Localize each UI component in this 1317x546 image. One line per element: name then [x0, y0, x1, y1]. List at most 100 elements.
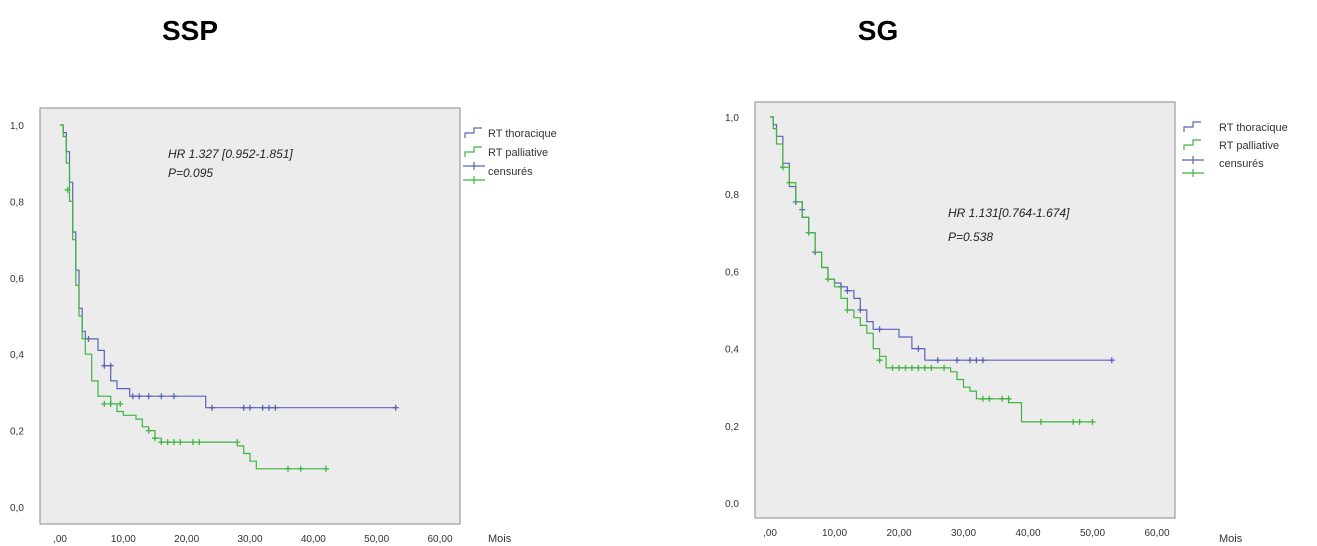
ssp-censored-mark	[145, 393, 152, 400]
sg-censored-mark	[973, 357, 980, 364]
ssp-title: SSP	[162, 15, 218, 46]
sg-censored-mark	[915, 345, 922, 352]
sg-x-tick-label: 10,00	[822, 528, 847, 539]
sg-censored-mark	[876, 357, 883, 364]
ssp-censored-mark	[240, 404, 247, 411]
ssp-x-ticks: ,00 10,00 20,00 30,00 40,00 50,00 60,00	[53, 534, 453, 545]
sg-censored-mark	[967, 357, 973, 364]
ssp-y-tick-label: 0,8	[10, 197, 24, 208]
sg-censored-mark	[786, 179, 793, 186]
sg-censored-mark	[999, 395, 1006, 402]
ssp-x-tick-label: 50,00	[364, 534, 389, 545]
sg-censored-mark	[921, 364, 928, 371]
ssp-legend-label-rt-thoracique: RT thoracique	[488, 128, 557, 140]
sg-x-tick-label: 30,00	[951, 528, 976, 539]
ssp-y-tick-label: 1,0	[10, 121, 24, 132]
ssp-censored-mark	[117, 400, 124, 407]
ssp-y-tick-label: 0,0	[10, 503, 24, 514]
ssp-censored-mark	[129, 393, 136, 400]
ssp-legend-key-rt-palliative	[464, 146, 482, 157]
ssp-censored-mark	[272, 404, 279, 411]
ssp-censored-mark	[177, 439, 184, 446]
sg-censored-mark	[979, 357, 986, 364]
ssp-censored-mark	[164, 439, 171, 446]
sg-curve-rt-palliative	[770, 116, 1093, 423]
sg-x-tick-label: 40,00	[1015, 528, 1040, 539]
sg-censored-mark	[986, 395, 993, 402]
ssp-censored-mark	[259, 404, 266, 411]
sg-legend-label-censored: censurés	[1219, 158, 1264, 170]
sg-legend: RT thoracique RT palliative censurés	[1182, 121, 1288, 177]
ssp-p-value: P=0.095	[168, 166, 213, 180]
ssp-censored-mark	[266, 404, 272, 411]
sg-legend-key-censored-thoracique	[1182, 156, 1204, 164]
sg-plot-area	[754, 101, 1176, 519]
ssp-x-tick-label: 20,00	[174, 534, 199, 545]
ssp-panel: SSP 0,0 0,2 0,4 0,6 0,8 1,0 ,00 10,00 20…	[10, 15, 557, 545]
ssp-censored-mark	[297, 465, 304, 472]
sg-censored-mark	[908, 364, 915, 371]
ssp-censored-mark	[247, 404, 253, 411]
sg-censored-mark	[941, 364, 948, 371]
ssp-legend: RT thoracique RT palliative censurés	[463, 127, 557, 184]
ssp-censored-mark	[392, 404, 399, 411]
ssp-censored-mark	[107, 362, 114, 369]
ssp-y-tick-label: 0,4	[10, 350, 24, 361]
sg-censored-mark	[1070, 418, 1077, 425]
ssp-censored-mark	[209, 404, 215, 411]
sg-curves	[770, 116, 1115, 425]
sg-censored-mark	[954, 357, 960, 364]
sg-censored-mark	[889, 364, 896, 371]
sg-censored-mark	[779, 164, 786, 171]
ssp-censored-mark	[234, 439, 241, 446]
sg-censored-mark	[1089, 418, 1096, 425]
ssp-x-tick-label: 60,00	[427, 534, 452, 545]
ssp-legend-label-rt-palliative: RT palliative	[488, 147, 548, 159]
ssp-y-tick-label: 0,6	[10, 274, 24, 285]
sg-censored-mark	[928, 364, 935, 371]
sg-legend-label-rt-thoracique: RT thoracique	[1219, 122, 1288, 134]
ssp-censored-mark	[158, 439, 165, 446]
ssp-censored-mark	[85, 335, 92, 342]
ssp-censored-mark	[136, 393, 143, 400]
ssp-censored-mark	[158, 393, 165, 400]
sg-censored-mark	[896, 364, 902, 371]
ssp-curve-rt-thoracique	[60, 124, 396, 409]
sg-x-tick-label: 20,00	[886, 528, 911, 539]
ssp-x-tick-label: 40,00	[301, 534, 326, 545]
sg-censored-mark	[1108, 357, 1115, 364]
sg-censored-mark	[915, 364, 922, 371]
ssp-censored-mark	[145, 427, 152, 434]
sg-legend-label-rt-palliative: RT palliative	[1219, 140, 1279, 152]
ssp-censored-mark	[171, 393, 177, 400]
sg-censored-mark	[876, 326, 883, 333]
ssp-x-tick-label: ,00	[53, 534, 67, 545]
sg-censored-mark	[805, 229, 812, 236]
sg-title: SG	[858, 15, 898, 46]
sg-y-ticks: 0,0 0,2 0,4 0,6 0,8 1,0	[725, 113, 739, 510]
ssp-x-axis-label: Mois	[488, 533, 512, 545]
sg-censored-mark	[979, 395, 986, 402]
ssp-y-ticks: 0,0 0,2 0,4 0,6 0,8 1,0	[10, 121, 24, 514]
ssp-censored-mark	[196, 439, 203, 446]
sg-x-tick-label: 50,00	[1080, 528, 1105, 539]
sg-censored-mark	[902, 364, 909, 371]
sg-censored-mark	[1037, 418, 1044, 425]
ssp-censored-mark	[285, 465, 291, 472]
ssp-x-tick-label: 10,00	[111, 534, 136, 545]
ssp-curves	[60, 124, 399, 472]
sg-x-tick-label: ,00	[763, 528, 777, 539]
sg-censored-mark	[825, 276, 831, 283]
ssp-hazard-ratio: HR 1.327 [0.952-1.851]	[168, 147, 293, 161]
sg-legend-key-rt-palliative	[1183, 139, 1201, 150]
sg-p-value: P=0.538	[948, 230, 993, 244]
ssp-legend-key-censored-thoracique	[463, 162, 485, 170]
sg-censored-mark	[857, 307, 864, 313]
ssp-censored-mark	[152, 435, 158, 442]
ssp-censored-mark	[64, 186, 71, 193]
ssp-legend-key-rt-thoracique	[464, 127, 482, 138]
sg-x-axis-label: Mois	[1219, 533, 1243, 545]
sg-legend-key-censored-palliative	[1182, 169, 1204, 177]
ssp-censored-mark	[171, 439, 177, 446]
